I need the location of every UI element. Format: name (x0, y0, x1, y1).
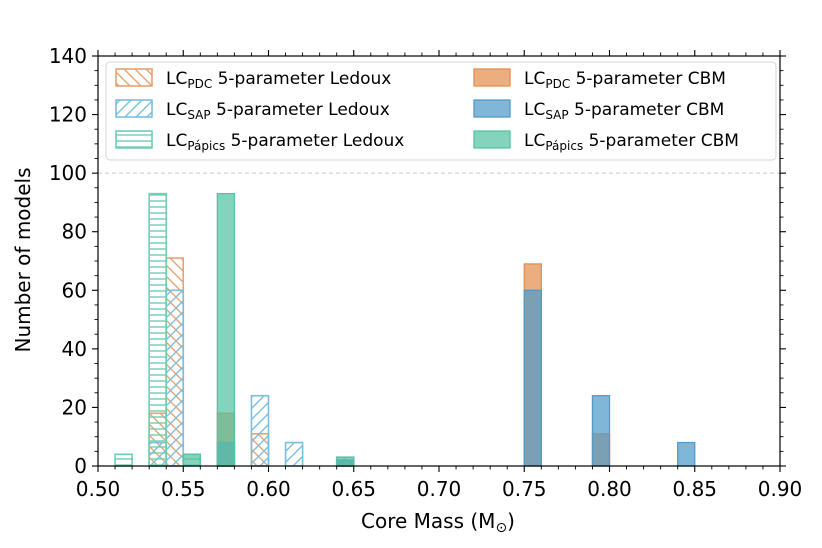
legend-swatch (115, 68, 153, 87)
legend-label: LCPápics 5-parameter CBM (524, 131, 739, 153)
legend-swatch (473, 99, 511, 118)
bar-sap-cbm (523, 289, 542, 467)
legend-swatch (115, 99, 153, 118)
y-tick-label: 140 (49, 44, 87, 68)
bar-ppics-cbm (216, 192, 236, 467)
y-tick-label: 80 (62, 220, 87, 244)
y-axis-label: Number of models (11, 167, 35, 352)
x-tick-label: 0.70 (417, 477, 462, 501)
bar-sap-ledoux (250, 394, 270, 467)
x-tick-label: 0.80 (587, 477, 632, 501)
y-tick-label: 60 (62, 278, 87, 302)
bar-ppics-ledoux (114, 453, 133, 467)
legend-box (105, 61, 777, 161)
legend-label: LCSAP 5-parameter Ledoux (166, 100, 390, 122)
plot-area: 0.50 0.55 0.60 0.65 0.70 0.75 0.80 0.85 0.90 0 20 4… (49, 44, 802, 501)
x-tick-label: 0.65 (331, 477, 376, 501)
legend-label: LCSAP 5-parameter CBM (524, 100, 724, 122)
legend-swatch (473, 68, 511, 87)
x-tick-label: 0.90 (758, 477, 803, 501)
x-tick-label: 0.55 (161, 477, 206, 501)
x-tick-label: 0.60 (246, 477, 291, 501)
legend: LCPDC 5-parameter Ledoux LCSAP 5-paramete… (105, 61, 777, 161)
y-tick-label: 120 (49, 103, 87, 127)
legend-swatch (115, 130, 153, 149)
legend-label: LCPDC 5-parameter Ledoux (166, 69, 391, 91)
bar-sap-ledoux (284, 441, 304, 467)
bar-ppics-cbm (336, 456, 355, 467)
legend-label: LCPDC 5-parameter CBM (524, 69, 726, 91)
x-tick-label: 0.75 (502, 477, 547, 501)
y-tick-label: 20 (62, 395, 87, 419)
legend-swatch (473, 130, 511, 149)
x-axis-label: Core Mass (M⊙) (361, 509, 515, 536)
legend-label: LCPápics 5-parameter Ledoux (166, 131, 404, 153)
bar-ppics-cbm (182, 453, 201, 467)
bar-sap-cbm (591, 395, 611, 467)
bar-ppics-ledoux (148, 192, 167, 467)
x-tick-label: 0.50 (76, 477, 121, 501)
bar-sap-cbm (677, 441, 696, 467)
y-tick-label: 0 (74, 454, 87, 478)
y-tick-label: 40 (62, 337, 87, 361)
bar-sap-ledoux (165, 289, 185, 467)
y-tick-label: 100 (49, 161, 87, 185)
x-tick-label: 0.85 (672, 477, 717, 501)
